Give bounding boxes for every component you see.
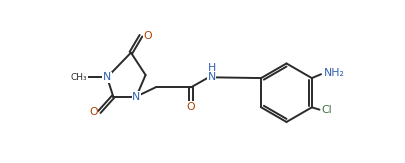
Text: NH₂: NH₂ — [323, 68, 344, 78]
Text: Cl: Cl — [321, 105, 332, 115]
Text: O: O — [89, 107, 98, 117]
Text: CH₃: CH₃ — [70, 73, 87, 82]
Text: H: H — [208, 63, 216, 73]
Text: N: N — [132, 92, 141, 102]
Text: N: N — [103, 72, 111, 82]
Text: N: N — [208, 72, 216, 82]
Text: O: O — [143, 31, 152, 41]
Text: O: O — [187, 102, 195, 111]
